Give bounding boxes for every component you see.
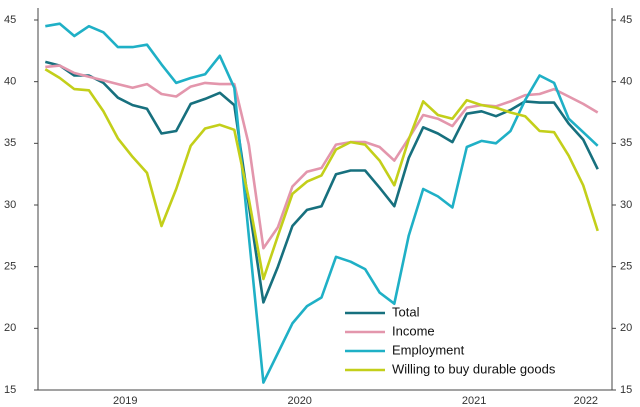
series-line <box>45 22 599 384</box>
y-tick-label: 45 <box>4 14 16 26</box>
series-line <box>45 64 599 250</box>
y-tick-label: 35 <box>4 137 16 149</box>
y2-tick-label: 30 <box>620 199 632 211</box>
legend-label: Employment <box>392 342 465 357</box>
y-tick-label: 40 <box>4 76 16 88</box>
y2-tick-label: 40 <box>620 76 632 88</box>
y2-tick-label: 20 <box>620 322 632 334</box>
y2-tick-label: 35 <box>620 137 632 149</box>
y2-tick-label: 25 <box>620 261 632 273</box>
y-tick-label: 25 <box>4 261 16 273</box>
y-tick-label: 20 <box>4 322 16 334</box>
legend-label: Willing to buy durable goods <box>392 361 556 376</box>
x-tick-label: 2020 <box>287 395 311 407</box>
legend-label: Income <box>392 323 435 338</box>
series-line <box>44 60 599 304</box>
y-tick-label: 30 <box>4 199 16 211</box>
series-line <box>44 68 599 281</box>
x-tick-label: 2021 <box>462 395 486 407</box>
x-tick-label: 2019 <box>113 395 137 407</box>
x-tick-label: 2022 <box>574 395 598 407</box>
y-tick-label: 15 <box>4 384 16 396</box>
legend-label: Total <box>392 304 420 319</box>
y2-tick-label: 15 <box>620 384 632 396</box>
y2-tick-label: 45 <box>620 14 632 26</box>
